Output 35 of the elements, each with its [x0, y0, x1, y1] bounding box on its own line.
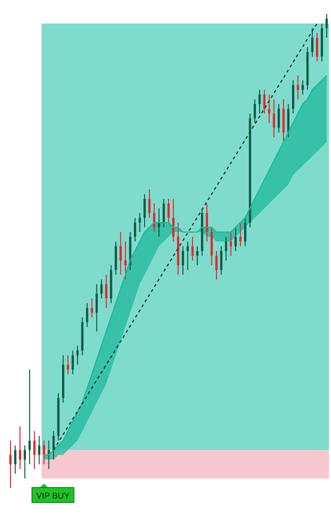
candlestick [114, 241, 117, 276]
candlestick [33, 430, 36, 470]
candlestick [153, 203, 156, 233]
candlestick [120, 232, 122, 276]
candlestick [296, 75, 300, 100]
candlestick [76, 345, 79, 366]
candlestick [287, 104, 290, 138]
candlestick [272, 98, 276, 138]
candlestick [96, 284, 98, 332]
candlestick [134, 217, 136, 242]
candlestick [138, 212, 141, 233]
candlestick [186, 241, 189, 270]
candlestick [38, 435, 40, 465]
candlestick [196, 246, 198, 266]
candlestick [210, 226, 213, 266]
candlestick [254, 98, 256, 124]
candlestick [72, 350, 74, 375]
candlestick [234, 226, 237, 252]
candlestick [167, 198, 170, 224]
candlestick [311, 28, 314, 58]
candlestick [215, 250, 218, 280]
candlestick [326, 14, 328, 38]
candlestick [278, 104, 280, 133]
candlestick [292, 80, 294, 114]
candlestick [172, 198, 174, 242]
candlestick [230, 232, 232, 256]
candlestick [244, 217, 246, 247]
candlestick [162, 198, 165, 228]
candlestick [14, 444, 16, 474]
buy-label: VIP BUY [32, 484, 74, 503]
candlestick [302, 80, 304, 96]
candlestick [268, 94, 270, 124]
candlestick [105, 274, 108, 308]
candlestick [220, 246, 222, 276]
candlestick [24, 444, 26, 480]
